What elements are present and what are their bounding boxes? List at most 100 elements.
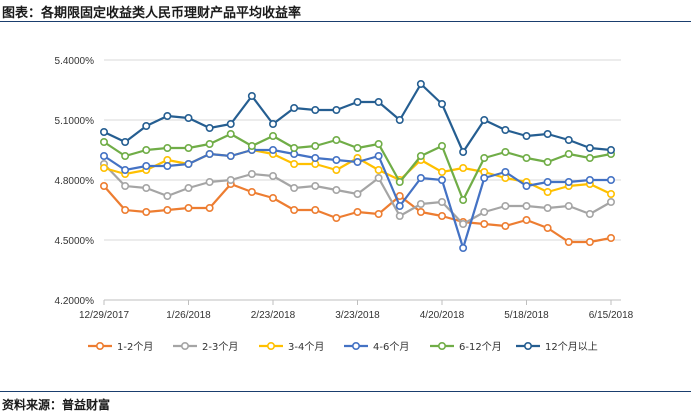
data-point — [501, 168, 510, 177]
data-point — [585, 238, 594, 247]
data-point — [437, 198, 446, 207]
data-point — [480, 116, 489, 125]
data-point — [459, 196, 468, 205]
data-point — [585, 154, 594, 163]
data-point — [247, 92, 256, 101]
data-point — [226, 176, 235, 185]
data-point — [121, 182, 130, 191]
data-point — [416, 200, 425, 209]
data-point — [564, 202, 573, 211]
chart-title: 图表：各期限固定收益类人民币理财产品平均收益率 — [2, 6, 302, 21]
data-point — [374, 152, 383, 161]
legend-item: 4-6个月 — [344, 341, 409, 353]
chart-header: 图表：各期限固定收益类人民币理财产品平均收益率 — [0, 0, 691, 22]
data-point — [353, 158, 362, 167]
data-point — [121, 166, 130, 175]
data-point — [522, 132, 531, 141]
data-point — [184, 184, 193, 193]
data-point — [226, 120, 235, 129]
data-point — [163, 112, 172, 121]
legend-swatch-marker — [523, 341, 532, 350]
data-point — [501, 222, 510, 231]
data-point — [437, 100, 446, 109]
data-point — [437, 142, 446, 151]
data-point — [480, 154, 489, 163]
series-3-4个月 — [100, 146, 615, 199]
data-point — [459, 244, 468, 253]
data-point — [311, 154, 320, 163]
legend-swatch-marker — [266, 341, 275, 350]
data-point — [142, 122, 151, 131]
data-point — [142, 184, 151, 193]
data-point — [564, 150, 573, 159]
legend-item: 12个月以上 — [516, 341, 598, 353]
data-point — [142, 162, 151, 171]
data-point — [142, 146, 151, 155]
y-tick-label: 5.1000% — [55, 116, 95, 127]
data-point — [184, 204, 193, 213]
legend: 1-2个月 2-3个月 3-4个月 4-6个月 6-12个月 12个月以上 — [88, 341, 598, 353]
data-point — [205, 150, 214, 159]
data-point — [543, 178, 552, 187]
data-point — [290, 144, 299, 153]
series-2-3个月 — [100, 160, 615, 229]
data-source: 资料来源：普益财富 — [2, 398, 111, 412]
data-point — [543, 188, 552, 197]
data-point — [121, 206, 130, 215]
legend-swatch-marker — [351, 341, 360, 350]
data-point — [311, 106, 320, 115]
data-point — [332, 156, 341, 165]
data-point — [184, 114, 193, 123]
data-point — [311, 142, 320, 151]
data-point — [374, 98, 383, 107]
data-point — [311, 182, 320, 191]
data-point — [100, 128, 109, 137]
data-point — [437, 168, 446, 177]
line-chart: 4.2000% 4.5000% 4.8000% 5.1000% 5.4000% 12/29… — [55, 56, 634, 353]
x-tick-label: 1/26/2018 — [166, 310, 211, 321]
data-point — [501, 126, 510, 135]
data-point — [374, 174, 383, 183]
data-point — [226, 152, 235, 161]
legend-item: 1-2个月 — [88, 341, 153, 353]
y-tick-label: 4.5000% — [55, 236, 95, 247]
data-point — [501, 202, 510, 211]
data-point — [585, 176, 594, 185]
data-point — [332, 214, 341, 223]
x-tick-label: 5/18/2018 — [504, 310, 549, 321]
legend-item: 2-3个月 — [173, 341, 238, 353]
legend-label: 12个月以上 — [545, 341, 598, 353]
data-point — [543, 204, 552, 213]
data-point — [163, 206, 172, 215]
x-tick-label: 2/23/2018 — [251, 310, 296, 321]
data-point — [606, 176, 615, 185]
data-point — [205, 140, 214, 149]
data-point — [374, 210, 383, 219]
x-tick-label: 3/23/2018 — [335, 310, 380, 321]
data-point — [226, 130, 235, 139]
data-point — [268, 132, 277, 141]
series-6-12个月 — [100, 130, 615, 205]
data-point — [311, 206, 320, 215]
data-point — [585, 144, 594, 153]
data-point — [480, 208, 489, 217]
data-point — [142, 208, 151, 217]
y-tick-label: 5.4000% — [55, 56, 95, 67]
data-point — [522, 182, 531, 191]
data-point — [564, 238, 573, 247]
data-point — [100, 164, 109, 173]
data-point — [564, 136, 573, 145]
header-divider — [0, 21, 691, 22]
data-point — [395, 178, 404, 187]
legend-item: 6-12个月 — [430, 341, 502, 353]
data-point — [268, 194, 277, 203]
data-point — [416, 208, 425, 217]
data-point — [395, 202, 404, 211]
x-tick-label: 4/20/2018 — [420, 310, 465, 321]
legend-item: 3-4个月 — [259, 341, 324, 353]
data-point — [416, 174, 425, 183]
series-layer — [100, 80, 615, 253]
data-point — [606, 198, 615, 207]
y-tick-label: 4.2000% — [55, 296, 95, 307]
data-point — [268, 120, 277, 129]
